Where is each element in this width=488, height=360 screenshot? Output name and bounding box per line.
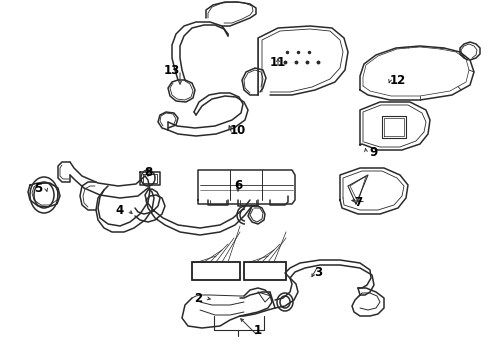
Text: 11: 11 [269,55,285,68]
Bar [244,262,285,280]
Text: 12: 12 [389,73,406,86]
Text: 5: 5 [34,181,42,194]
Text: 9: 9 [369,145,377,158]
Bar [244,262,285,280]
Text: 7: 7 [353,195,361,208]
Text: 6: 6 [233,179,242,192]
Bar [192,262,240,280]
Text: 2: 2 [194,292,202,305]
Text: 4: 4 [116,203,124,216]
Text: 3: 3 [313,266,322,279]
Text: 13: 13 [163,63,180,77]
Text: 10: 10 [229,123,245,136]
Text: 8: 8 [143,166,152,179]
Text: 1: 1 [253,324,262,337]
Bar [192,262,240,280]
